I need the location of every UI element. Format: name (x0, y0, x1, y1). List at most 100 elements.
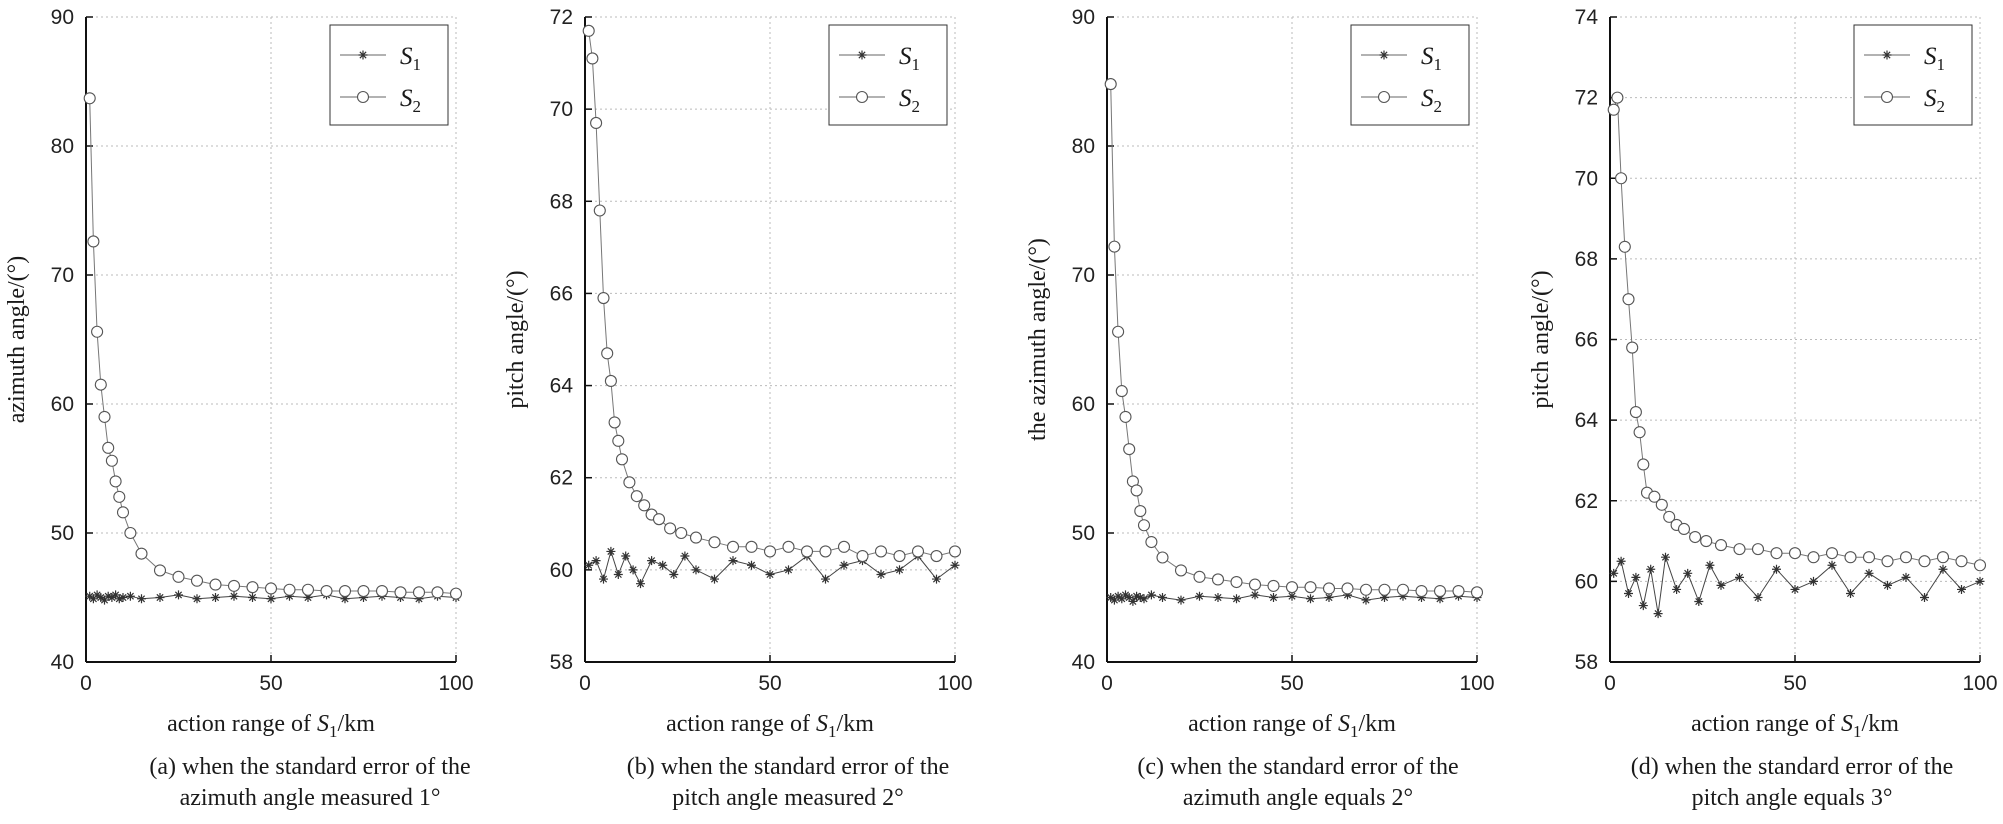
caption-b: (b) when the standard error of the pitch… (578, 752, 998, 814)
series-s1-point (303, 593, 313, 602)
legend-box (1350, 24, 1470, 126)
legend-label-s1: S1 (1924, 43, 1945, 74)
series-s1-point (636, 579, 645, 589)
series-s2-point (1633, 426, 1646, 439)
series-s2-point (227, 579, 241, 592)
series-s2-point (1267, 579, 1280, 592)
y-tick-label: 70 (1575, 167, 1598, 190)
series-s1-point (1864, 568, 1874, 578)
y-tick-label: 68 (550, 190, 573, 213)
series-s2-point (109, 475, 122, 488)
series-s2-point (91, 325, 104, 338)
legend-label-s1: S1 (1421, 43, 1442, 74)
x-axis-label-symbol: S (1338, 711, 1350, 737)
x-axis-label-symbol: S (317, 711, 329, 737)
series-s2-point (745, 540, 758, 553)
series-s1-point (1790, 584, 1800, 594)
series-s1-point (691, 565, 701, 575)
x-axis-label-symbol: S (1841, 711, 1853, 737)
series-s1-point (1269, 593, 1278, 602)
series-s1-point (1343, 590, 1352, 600)
legend-box (828, 24, 948, 126)
y-tick-label: 60 (51, 393, 74, 416)
series-s2-point (708, 536, 721, 549)
series-s1-point (1213, 593, 1223, 602)
series-s1-point (229, 591, 239, 601)
series-s1-point (1109, 595, 1119, 605)
series-s2-point (1322, 582, 1336, 595)
series-s1-point (1646, 564, 1656, 574)
series-s1-point (414, 594, 424, 604)
series-s1-point (96, 593, 106, 602)
series-s2-point (1433, 584, 1447, 598)
legend-subscript: 2 (1937, 97, 1946, 116)
series-s2-point (601, 347, 614, 360)
series-s2-point (124, 526, 137, 540)
y-tick-label: 62 (1575, 490, 1598, 513)
series-s1-point (932, 574, 941, 584)
series-s1-point (1883, 580, 1892, 590)
caption-d-line-1: (d) when the standard error of the (1630, 754, 1954, 780)
series-s1-point (1616, 556, 1626, 566)
series-s2-point (911, 545, 925, 558)
series-s1-point (821, 574, 830, 584)
series-s2-point (209, 578, 222, 591)
legend-box (1853, 24, 1973, 126)
series-s2-point (1626, 341, 1639, 354)
series-s2-point (320, 584, 333, 598)
series-s1-point (1250, 590, 1260, 600)
x-axis-label-symbol: S (816, 711, 828, 737)
series-s2-point (630, 490, 643, 503)
series-s2-point (102, 441, 115, 454)
x-tick-label: 0 (80, 672, 92, 695)
series-s1-point (1117, 594, 1127, 604)
series-s2-point (264, 582, 278, 595)
legend-label-s2: S2 (1421, 85, 1442, 116)
series-s2-point (87, 235, 100, 248)
series-s2-point (1396, 583, 1410, 596)
series-s2-point (1663, 510, 1676, 523)
series-s2-point (1193, 570, 1206, 583)
series-s2-point (246, 581, 259, 594)
series-s1-point (1653, 609, 1663, 619)
series-s2-point (1285, 581, 1299, 594)
y-tick-label: 70 (1072, 264, 1095, 287)
series-s1-point (1176, 595, 1186, 605)
series-s1-point (1827, 560, 1837, 570)
series-s2-point (1844, 551, 1857, 564)
series-s2-point (1174, 564, 1188, 577)
series-s2-point (1825, 547, 1839, 560)
series-s2-point (782, 540, 795, 553)
series-s1-point (647, 556, 657, 566)
series-s2-point (1452, 584, 1465, 598)
series-s2-point (664, 522, 677, 535)
series-s1-point (728, 556, 738, 566)
series-s2-point (597, 291, 610, 305)
series-s2-point (1119, 410, 1132, 423)
x-axis-label: action range of S1/km (1188, 711, 1396, 741)
series-s2-point (1788, 547, 1802, 560)
legend-label-s2: S2 (400, 85, 421, 116)
series-s1-point (1232, 594, 1241, 604)
series-s1-point (1901, 572, 1911, 582)
caption-b-line-1: (b) when the standard error of the (626, 754, 950, 780)
series-s2-point (94, 378, 107, 391)
y-tick-label: 58 (550, 651, 573, 674)
series-s2-point (1973, 559, 1987, 572)
legend-symbol: S (400, 43, 413, 70)
series-s1-point (266, 594, 276, 604)
series-s2-point (1615, 172, 1628, 185)
series-s2-point (1378, 583, 1391, 596)
series-s1-point (85, 591, 95, 601)
series-s2-point (113, 490, 126, 503)
series-s1-point (1417, 593, 1426, 602)
y-tick-label: 66 (1575, 329, 1598, 352)
caption-d: (d) when the standard error of the pitch… (1582, 752, 2002, 814)
series-s2-point (1862, 551, 1876, 564)
series-s1-point (950, 560, 960, 570)
series-s1-point (1121, 590, 1130, 600)
series-s1-point (103, 591, 113, 601)
series-s2-point (608, 416, 621, 429)
series-s1-point (1106, 593, 1116, 602)
